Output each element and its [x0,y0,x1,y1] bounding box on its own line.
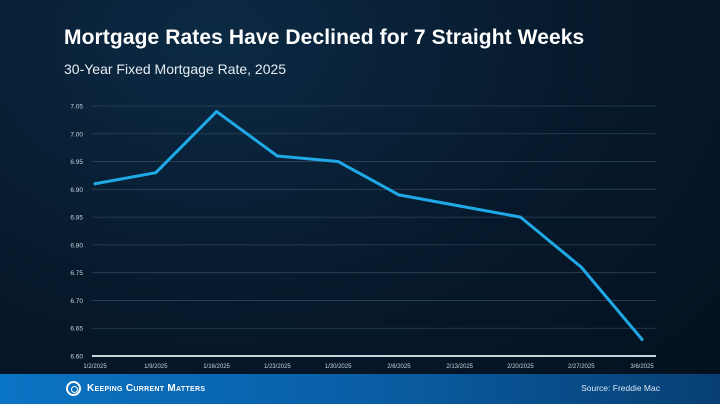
data-point [93,182,97,186]
x-tick-label: 1/16/2025 [203,364,230,370]
data-point [397,193,401,197]
x-tick-label: 2/27/2025 [568,364,595,370]
chart-title: Mortgage Rates Have Declined for 7 Strai… [64,26,585,49]
chart-subtitle: 30-Year Fixed Mortgage Rate, 2025 [64,61,287,77]
x-tick-label: 1/30/2025 [325,364,352,370]
y-tick-label: 6.75 [70,270,83,277]
data-point [215,110,219,114]
logo: Keeping Current Matters [66,381,205,396]
y-tick-label: 7.00 [70,131,83,138]
data-point [154,171,158,175]
y-tick-label: 6.65 [70,326,83,333]
x-tick-label: 1/2/2025 [83,364,107,370]
y-tick-label: 6.80 [70,242,83,249]
y-tick-label: 6.90 [70,187,83,194]
y-tick-label: 6.95 [70,159,83,166]
x-tick-label: 2/13/2025 [446,364,473,370]
y-tick-label: 7.05 [70,104,83,111]
footer-band: Keeping Current Matters Source: Freddie … [0,374,720,404]
x-tick-label: 2/6/2025 [387,364,411,370]
data-point [518,215,522,219]
x-tick-label: 1/9/2025 [144,364,168,370]
data-point [579,265,583,269]
kcm-logo-icon [66,381,81,396]
y-tick-label: 6.70 [70,298,83,305]
y-tick-label: 6.85 [70,215,83,222]
logo-text: Keeping Current Matters [87,383,206,394]
data-point [458,204,462,208]
data-point [275,154,279,158]
series-line [93,110,644,341]
source-note: Source: Freddie Mac [581,383,660,393]
x-tick-label: 1/23/2025 [264,364,291,370]
line-chart: 6.60 6.65 6.70 6.75 6.80 6.85 6.90 6.95 7.00 7.05… [70,104,656,370]
data-point [640,337,644,341]
y-tick-label: 6.60 [70,354,83,361]
x-tick-label: 2/20/2025 [507,364,534,370]
data-point [336,160,340,164]
x-tick-label: 3/6/2025 [630,364,654,370]
